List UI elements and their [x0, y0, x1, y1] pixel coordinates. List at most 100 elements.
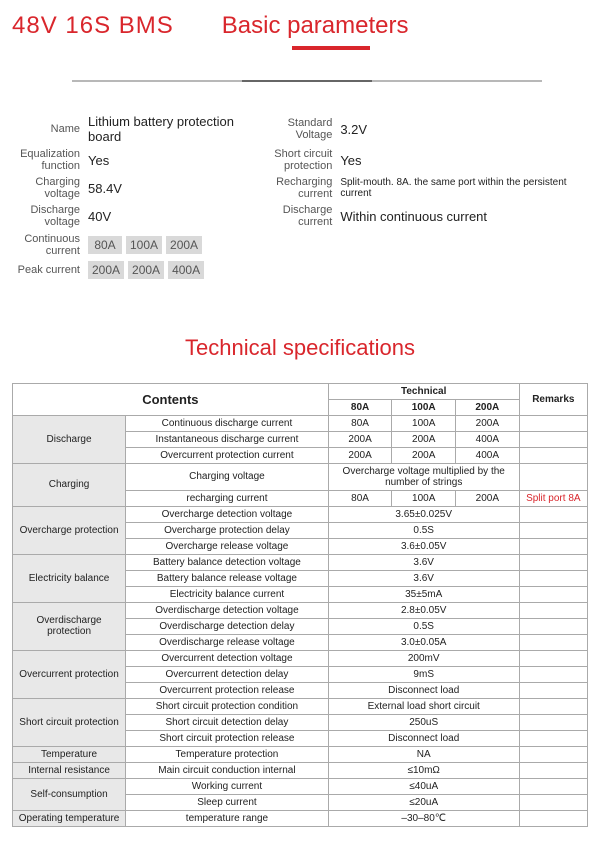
label: Short circuit protection — [264, 146, 336, 174]
value: 80A 100A 200A — [84, 231, 588, 259]
value: Lithium battery protection board — [84, 112, 264, 146]
label: Discharge current — [264, 202, 336, 230]
remarks-cell — [519, 506, 587, 522]
remarks-cell — [519, 762, 587, 778]
category-cell: Operating temperature — [13, 810, 126, 826]
value: Within continuous current — [336, 202, 588, 230]
remarks-cell — [519, 730, 587, 746]
table-row: Self-consumptionWorking current≤40uA — [13, 778, 588, 794]
remarks-cell — [519, 778, 587, 794]
spec-name: Overcharge detection voltage — [126, 506, 329, 522]
table-row: Charging voltage 58.4V Recharging curren… — [12, 174, 588, 202]
spec-value: 200mV — [328, 650, 519, 666]
table-row: ChargingCharging voltageOvercharge volta… — [13, 463, 588, 490]
spec-value: Disconnect load — [328, 682, 519, 698]
spec-name: Battery balance release voltage — [126, 570, 329, 586]
col-variant: 80A — [328, 399, 392, 415]
spec-value: Overcharge voltage multiplied by the num… — [328, 463, 519, 490]
spec-value: 80A — [328, 415, 392, 431]
spec-value: 0.5S — [328, 618, 519, 634]
spec-value: 3.0±0.05A — [328, 634, 519, 650]
table-header-row: Contents Technical Remarks — [13, 383, 588, 399]
spec-name: Overcurrent protection release — [126, 682, 329, 698]
table-row: Overdischarge protectionOverdischarge de… — [13, 602, 588, 618]
spec-name: Overcharge release voltage — [126, 538, 329, 554]
spec-value: 0.5S — [328, 522, 519, 538]
table-row: Operating temperaturetemperature range–3… — [13, 810, 588, 826]
col-remarks: Remarks — [519, 383, 587, 415]
value: 200A 200A 400A — [84, 259, 588, 281]
category-cell: Overcurrent protection — [13, 650, 126, 698]
label: Charging voltage — [12, 174, 84, 202]
technical-specs-table: Contents Technical Remarks 80A 100A 200A… — [12, 383, 588, 827]
spec-name: Battery balance detection voltage — [126, 554, 329, 570]
remarks-cell — [519, 602, 587, 618]
spec-value: 100A — [392, 415, 456, 431]
spec-value: 3.65±0.025V — [328, 506, 519, 522]
spec-value: 35±5mA — [328, 586, 519, 602]
spec-value: ≤20uA — [328, 794, 519, 810]
remarks-cell — [519, 746, 587, 762]
spec-value: 80A — [328, 490, 392, 506]
spec-name: Overdischarge detection delay — [126, 618, 329, 634]
spec-name: Overcurrent detection delay — [126, 666, 329, 682]
value: 3.2V — [336, 112, 588, 146]
spec-name: Overdischarge detection voltage — [126, 602, 329, 618]
spec-value: 3.6V — [328, 570, 519, 586]
remarks-cell — [519, 794, 587, 810]
accent-underline — [292, 46, 370, 50]
remarks-cell — [519, 570, 587, 586]
spec-value: ≤40uA — [328, 778, 519, 794]
category-cell: Short circuit protection — [13, 698, 126, 746]
spec-value: NA — [328, 746, 519, 762]
spec-value: Disconnect load — [328, 730, 519, 746]
spec-name: Overdischarge release voltage — [126, 634, 329, 650]
spec-value: 2.8±0.05V — [328, 602, 519, 618]
table-row: Short circuit protectionShort circuit pr… — [13, 698, 588, 714]
category-cell: Temperature — [13, 746, 126, 762]
remarks-cell — [519, 538, 587, 554]
remarks-cell — [519, 634, 587, 650]
spec-value: External load short circuit — [328, 698, 519, 714]
spec-name: Charging voltage — [126, 463, 329, 490]
category-cell: Electricity balance — [13, 554, 126, 602]
remarks-cell — [519, 431, 587, 447]
value: 58.4V — [84, 174, 264, 202]
basic-parameters-table: Name Lithium battery protection board St… — [12, 112, 588, 281]
spec-value: 200A — [392, 447, 456, 463]
product-title: 48V 16S BMS — [12, 12, 174, 40]
category-cell: Self-consumption — [13, 778, 126, 810]
spec-value: 250uS — [328, 714, 519, 730]
value: Yes — [84, 146, 264, 174]
spec-name: Short circuit detection delay — [126, 714, 329, 730]
table-row: Peak current 200A 200A 400A — [12, 259, 588, 281]
category-cell: Overdischarge protection — [13, 602, 126, 650]
spec-value: 200A — [456, 490, 520, 506]
spec-value: 200A — [328, 431, 392, 447]
spec-name: Overcurrent detection voltage — [126, 650, 329, 666]
remarks-cell — [519, 714, 587, 730]
peak-current-chips: 200A 200A 400A — [88, 261, 584, 279]
col-variant: 100A — [392, 399, 456, 415]
label: Discharge voltage — [12, 202, 84, 230]
remarks-cell — [519, 522, 587, 538]
col-variant: 200A — [456, 399, 520, 415]
spec-value: 200A — [456, 415, 520, 431]
spec-value: 9mS — [328, 666, 519, 682]
category-cell: Internal resistance — [13, 762, 126, 778]
label: Name — [12, 112, 84, 146]
divider-line — [12, 80, 588, 82]
category-cell: Charging — [13, 463, 126, 506]
spec-name: Overcharge protection delay — [126, 522, 329, 538]
category-cell: Discharge — [13, 415, 126, 463]
table-row: Electricity balanceBattery balance detec… — [13, 554, 588, 570]
remarks-cell — [519, 586, 587, 602]
spec-name: Instantaneous discharge current — [126, 431, 329, 447]
continuous-current-chips: 80A 100A 200A — [88, 236, 584, 254]
spec-name: temperature range — [126, 810, 329, 826]
col-contents: Contents — [13, 383, 329, 415]
label: Peak current — [12, 259, 84, 281]
remarks-cell — [519, 618, 587, 634]
chip: 80A — [88, 236, 122, 254]
spec-name: Short circuit protection condition — [126, 698, 329, 714]
